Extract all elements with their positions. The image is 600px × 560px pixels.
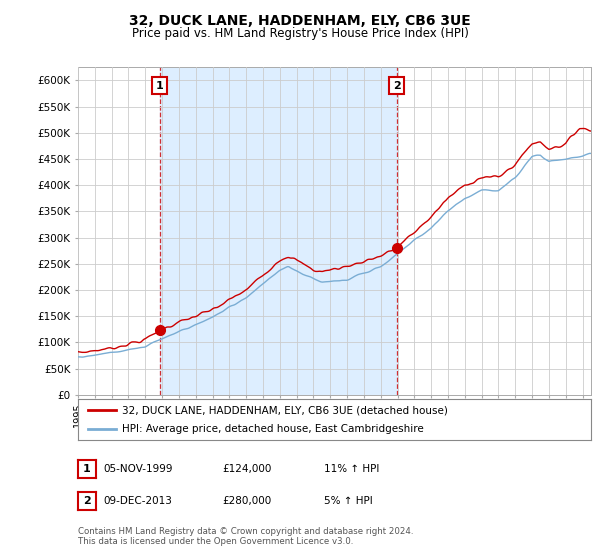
Text: 1: 1: [83, 464, 91, 474]
Text: 2: 2: [83, 496, 91, 506]
Text: 2: 2: [392, 81, 400, 91]
Text: Price paid vs. HM Land Registry's House Price Index (HPI): Price paid vs. HM Land Registry's House …: [131, 27, 469, 40]
Bar: [160, 67, 397, 395]
Text: £280,000: £280,000: [222, 496, 271, 506]
Text: 09-DEC-2013: 09-DEC-2013: [103, 496, 172, 506]
Text: 5% ↑ HPI: 5% ↑ HPI: [324, 496, 373, 506]
Text: Contains HM Land Registry data © Crown copyright and database right 2024.
This d: Contains HM Land Registry data © Crown c…: [78, 526, 413, 546]
Text: HPI: Average price, detached house, East Cambridgeshire: HPI: Average price, detached house, East…: [122, 424, 424, 433]
Text: 05-NOV-1999: 05-NOV-1999: [103, 464, 173, 474]
Text: 11% ↑ HPI: 11% ↑ HPI: [324, 464, 379, 474]
Text: 1: 1: [156, 81, 163, 91]
Text: 32, DUCK LANE, HADDENHAM, ELY, CB6 3UE: 32, DUCK LANE, HADDENHAM, ELY, CB6 3UE: [129, 14, 471, 28]
Text: £124,000: £124,000: [222, 464, 271, 474]
Text: 32, DUCK LANE, HADDENHAM, ELY, CB6 3UE (detached house): 32, DUCK LANE, HADDENHAM, ELY, CB6 3UE (…: [122, 405, 448, 415]
